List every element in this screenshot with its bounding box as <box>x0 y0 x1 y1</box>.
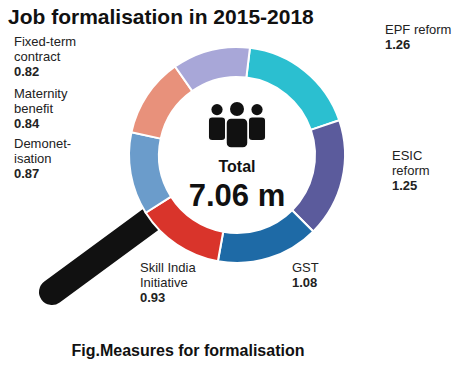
data-label: 1.25 <box>392 178 417 193</box>
data-label: 0.82 <box>14 64 39 79</box>
icon-head <box>251 104 262 115</box>
category-label: GST <box>292 260 319 275</box>
category-label-line: contract <box>14 49 61 64</box>
data-label: 1.08 <box>292 275 317 290</box>
center-label: Total <box>218 158 255 175</box>
category-label: Fixed-termcontract <box>14 34 76 64</box>
slice <box>129 132 171 212</box>
category-label-line: Demonet- <box>14 136 71 151</box>
data-label: 1.26 <box>385 37 410 52</box>
data-label: 0.84 <box>14 116 40 131</box>
center-label: 7.06 m <box>189 178 286 213</box>
icon-head <box>230 102 244 116</box>
category-label-line: EPF reform <box>385 22 451 37</box>
category-label-line: Skill India <box>140 260 196 275</box>
icon-body <box>248 117 266 141</box>
category-label-line: benefit <box>14 101 53 116</box>
category-label: Maternitybenefit <box>14 86 68 116</box>
data-label: 0.87 <box>14 166 39 181</box>
category-label: ESICreform <box>392 148 430 178</box>
icon-body <box>226 118 248 148</box>
slice <box>292 120 345 231</box>
category-label-line: Maternity <box>14 86 68 101</box>
chart: Job formalisation in 2015-2018 Total 7.06 … <box>0 0 474 377</box>
icon-head <box>211 104 222 115</box>
icon-body <box>208 117 226 141</box>
category-label: EPF reform <box>385 22 451 37</box>
data-label: 0.93 <box>140 290 165 305</box>
magnifier-handle <box>52 220 150 292</box>
ring <box>129 47 345 263</box>
people-icon <box>208 102 266 148</box>
category-label: Skill IndiaInitiative <box>140 260 196 290</box>
category-label-line: isation <box>14 151 52 166</box>
category-label: Demonet-isation <box>14 136 71 166</box>
category-label-line: Initiative <box>140 275 188 290</box>
category-label-line: reform <box>392 163 430 178</box>
category-label-line: GST <box>292 260 319 275</box>
title: Job formalisation in 2015-2018 <box>8 5 314 28</box>
slice <box>175 47 250 91</box>
category-label-line: Fixed-term <box>14 34 76 49</box>
caption: Fig.Measures for formalisation <box>72 342 305 359</box>
slice <box>218 210 313 263</box>
category-label-line: ESIC <box>392 148 422 163</box>
